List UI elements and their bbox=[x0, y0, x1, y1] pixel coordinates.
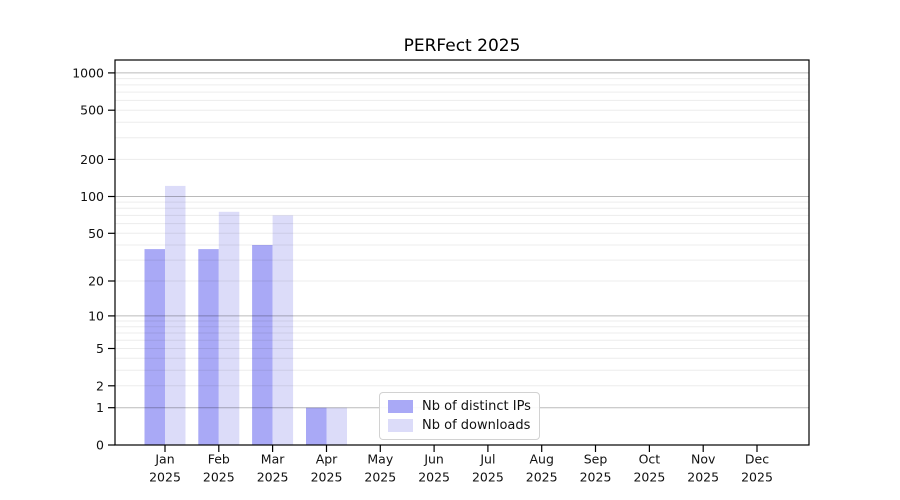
x-tick-label-year: 2025 bbox=[418, 470, 450, 485]
x-tick-label-month: Nov bbox=[691, 452, 716, 467]
x-tick-label-month: May bbox=[367, 452, 393, 467]
chart-title: PERFect 2025 bbox=[404, 36, 521, 56]
bar-apr-distinct-ips bbox=[306, 407, 327, 445]
x-tick-label-month: Aug bbox=[529, 452, 553, 467]
y-tick-label: 500 bbox=[80, 103, 104, 118]
y-tick-label: 1000 bbox=[72, 65, 104, 80]
y-tick-label: 1 bbox=[96, 400, 104, 415]
x-tick-label-month: Jul bbox=[479, 452, 495, 467]
legend-swatch-distinct-ips bbox=[388, 400, 413, 413]
x-tick-label-year: 2025 bbox=[687, 470, 719, 485]
y-tick-label: 200 bbox=[80, 152, 104, 167]
y-tick-label: 5 bbox=[96, 341, 104, 356]
plot-border bbox=[114, 59, 810, 446]
bar-mar-downloads bbox=[272, 215, 294, 445]
legend: Nb of distinct IPs Nb of downloads bbox=[379, 392, 540, 440]
legend-item-downloads: Nb of downloads bbox=[388, 418, 530, 433]
x-tick-label-month: Jun bbox=[423, 452, 444, 467]
x-tick-label-year: 2025 bbox=[364, 470, 396, 485]
bar-feb-distinct-ips bbox=[198, 249, 219, 445]
y-tick-label: 0 bbox=[96, 438, 104, 453]
bar-jan-distinct-ips bbox=[144, 249, 165, 445]
x-tick-label-year: 2025 bbox=[526, 470, 558, 485]
bar-apr-downloads bbox=[326, 407, 347, 445]
x-tick-label-year: 2025 bbox=[580, 470, 612, 485]
bar-jan-downloads bbox=[165, 185, 186, 445]
y-tick-label: 50 bbox=[88, 226, 104, 241]
y-tick-label: 10 bbox=[88, 308, 104, 323]
bar-mar-distinct-ips bbox=[252, 245, 273, 445]
y-tick-label: 100 bbox=[80, 189, 104, 204]
x-tick-label-month: Oct bbox=[639, 452, 661, 467]
x-tick-label-year: 2025 bbox=[311, 470, 343, 485]
x-tick-label-year: 2025 bbox=[472, 470, 504, 485]
x-tick-label-year: 2025 bbox=[257, 470, 289, 485]
legend-swatch-downloads bbox=[388, 419, 413, 432]
y-tick-label: 20 bbox=[88, 274, 104, 289]
bar-feb-downloads bbox=[218, 211, 240, 445]
x-tick-label-month: Feb bbox=[208, 452, 230, 467]
x-tick-label-month: Apr bbox=[316, 452, 338, 467]
legend-label: Nb of downloads bbox=[422, 418, 531, 433]
x-tick-label-year: 2025 bbox=[149, 470, 181, 485]
x-tick-label-year: 2025 bbox=[203, 470, 235, 485]
x-tick-label-month: Jan bbox=[154, 452, 174, 467]
legend-label: Nb of distinct IPs bbox=[422, 399, 531, 414]
legend-item-distinct-ips: Nb of distinct IPs bbox=[388, 399, 531, 414]
x-tick-label-month: Sep bbox=[584, 452, 608, 467]
x-tick-label-month: Dec bbox=[745, 452, 769, 467]
x-tick-label-year: 2025 bbox=[633, 470, 665, 485]
y-tick-label: 2 bbox=[96, 378, 104, 393]
x-tick-label-year: 2025 bbox=[741, 470, 773, 485]
x-tick-label-month: Mar bbox=[261, 452, 285, 467]
